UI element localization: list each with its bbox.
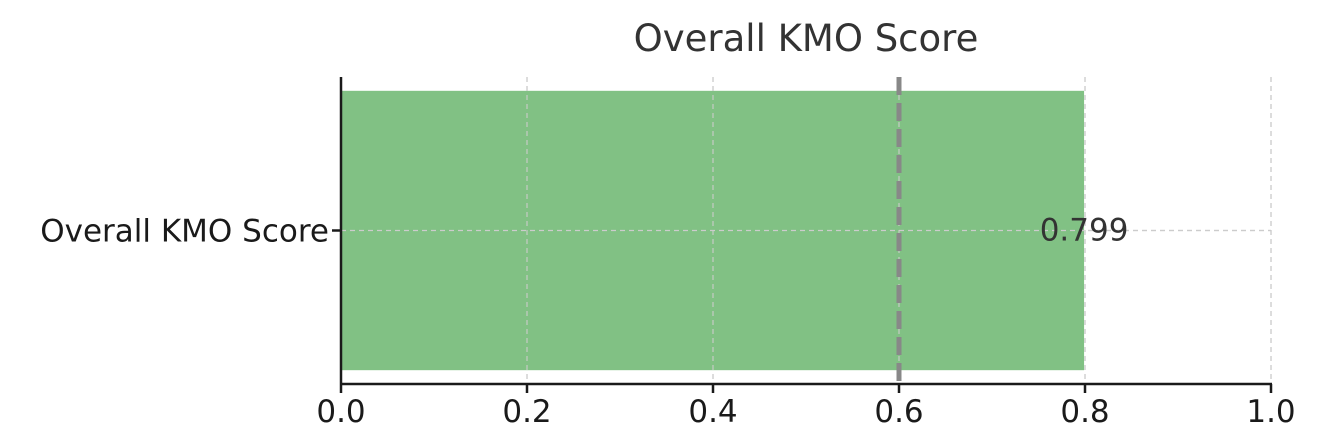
x-tick-label: 0.8 xyxy=(1060,394,1109,430)
x-tick-label: 0.4 xyxy=(688,394,737,430)
x-tick-label: 0.0 xyxy=(316,394,365,430)
x-tick-label: 0.6 xyxy=(874,394,923,430)
chart-title: Overall KMO Score xyxy=(634,17,979,60)
x-tick-label: 1.0 xyxy=(1246,394,1295,430)
x-tick-label: 0.2 xyxy=(502,394,551,430)
y-tick-label: Overall KMO Score xyxy=(40,214,329,250)
labels: 0.0 0.2 0.4 0.6 0.8 1.0 Overall KMO Score 0.799 xyxy=(40,213,1295,431)
bars xyxy=(341,77,1272,384)
data-label: 0.799 xyxy=(1040,213,1129,249)
axes xyxy=(332,77,1273,393)
